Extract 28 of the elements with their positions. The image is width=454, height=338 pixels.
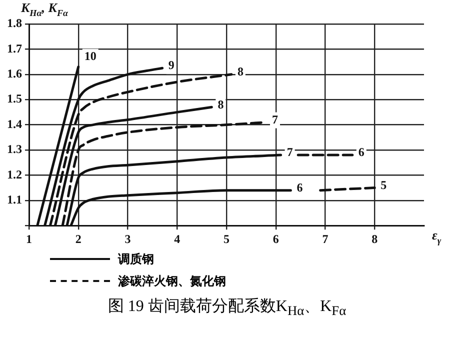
text: 图 19 齿间载荷分配系数K$_{Hα}$、K$_{Fα}$	[106, 296, 348, 320]
y-tick-label: 1.4	[7, 116, 22, 131]
y-tick-label: 1.3	[7, 142, 22, 156]
series-label: 10	[84, 48, 96, 63]
y-tick-label: 1.5	[7, 92, 22, 106]
series-label: 8	[237, 64, 244, 78]
x-tick-label: 5	[224, 232, 230, 246]
series-label: 7	[286, 145, 293, 160]
y-tick-label: 1.2	[7, 167, 22, 182]
series-label: 6	[296, 180, 303, 194]
series-label: 8	[218, 97, 224, 112]
series-label: 6	[358, 145, 364, 160]
x-tick-label: 3	[124, 232, 131, 246]
series-label: 9	[168, 58, 174, 72]
x-tick-label: 2	[75, 232, 82, 246]
text: 渗碳淬火钢、氮化钢	[118, 272, 226, 290]
text: 调质钢	[118, 250, 154, 268]
x-tick-label: 4	[174, 232, 180, 246]
series-label: 5	[380, 178, 387, 192]
x-tick-label: 8	[372, 232, 378, 246]
y-tick-label: 1.1	[7, 192, 22, 206]
y-tick-label: 1.6	[7, 66, 22, 80]
x-tick-label: 7	[322, 232, 328, 246]
y-tick-label: 1.7	[7, 41, 22, 56]
series-label: 7	[272, 112, 278, 126]
y-tick-label: 1.8	[7, 16, 22, 30]
x-tick-label: 6	[272, 232, 279, 246]
x-tick-label: 1	[26, 232, 32, 246]
